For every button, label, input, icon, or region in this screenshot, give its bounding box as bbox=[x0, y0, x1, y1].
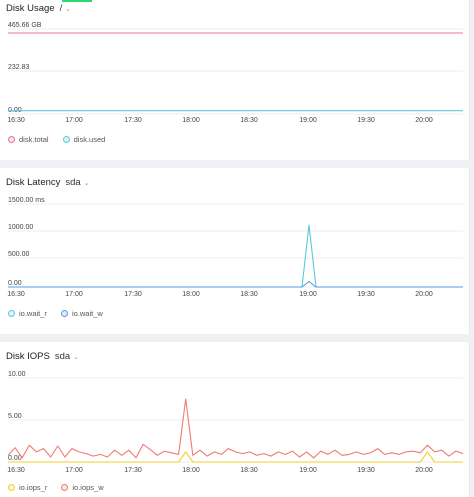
legend-label: io.wait_w bbox=[71, 309, 103, 318]
disk-iops-chart: 10.00 5.00 0.00 16:30 17:00 17:30 18:00 18:30 19… bbox=[7, 371, 464, 472]
disk-iops-panel: Disk IOPS sda ⌄ 10.00 5.00 0.00 16:30 17:00 17:… bbox=[0, 342, 470, 497]
y-tick-label: 1000.00 bbox=[8, 224, 33, 231]
legend-item[interactable]: io.wait_w bbox=[60, 309, 103, 318]
disk-latency-chart: 1500.00 ms 1000.00 500.00 0.00 16:30 17:00 17:… bbox=[7, 197, 463, 298]
legend-label: io.wait_r bbox=[19, 309, 47, 318]
y-tick-label: 10.00 bbox=[8, 371, 26, 378]
x-tick-label: 17:30 bbox=[124, 117, 142, 124]
panel-title: Disk Usage / ⌄ bbox=[6, 3, 71, 14]
chevron-down-icon[interactable]: ⌄ bbox=[83, 180, 90, 187]
y-tick-label: 500.00 bbox=[8, 251, 30, 258]
x-tick-label: 19:30 bbox=[357, 291, 375, 298]
series-line-io-iops_r bbox=[8, 451, 463, 463]
device-selector[interactable]: sda bbox=[65, 177, 81, 188]
legend-label: disk.used bbox=[73, 135, 106, 144]
mount-selector[interactable]: / bbox=[59, 3, 63, 14]
x-tick-label: 19:00 bbox=[299, 291, 317, 298]
x-tick-label: 18:00 bbox=[182, 467, 200, 472]
x-tick-label: 20:00 bbox=[415, 467, 433, 472]
panel-title-text: Disk Usage bbox=[6, 3, 55, 14]
legend-item[interactable]: io.iops_r bbox=[8, 483, 47, 492]
x-tick-label: 18:00 bbox=[182, 117, 200, 124]
x-tick-label: 16:30 bbox=[7, 467, 25, 472]
legend: disk.total disk.used bbox=[8, 135, 105, 144]
x-tick-label: 18:30 bbox=[240, 117, 258, 124]
legend-item[interactable]: io.iops_w bbox=[61, 483, 104, 492]
chevron-down-icon[interactable]: ⌄ bbox=[65, 6, 72, 13]
x-tick-label: 19:30 bbox=[357, 467, 375, 472]
legend-item[interactable]: io.wait_r bbox=[8, 309, 47, 318]
legend-item[interactable]: disk.total bbox=[8, 135, 49, 144]
legend-label: io.iops_r bbox=[19, 483, 48, 492]
y-tick-label: 1500.00 ms bbox=[8, 197, 45, 204]
legend: io.wait_r io.wait_w bbox=[8, 309, 103, 318]
legend-swatch bbox=[60, 310, 68, 317]
x-tick-label: 19:30 bbox=[357, 117, 375, 124]
y-tick-label: 232.83 bbox=[8, 64, 30, 71]
chevron-down-icon[interactable]: ⌄ bbox=[73, 354, 80, 361]
x-tick-label: 17:30 bbox=[124, 467, 142, 472]
x-tick-label: 17:30 bbox=[124, 291, 142, 298]
x-tick-label: 17:00 bbox=[65, 117, 83, 124]
x-tick-label: 19:00 bbox=[299, 467, 317, 472]
legend: io.iops_r io.iops_w bbox=[8, 483, 104, 492]
x-tick-label: 19:00 bbox=[299, 117, 317, 124]
panel-title-text: Disk Latency bbox=[6, 177, 61, 188]
legend-label: disk.total bbox=[19, 135, 49, 144]
series-line-io-wait_r bbox=[8, 224, 463, 288]
panel-title: Disk IOPS sda ⌄ bbox=[6, 351, 79, 362]
y-tick-label: 5.00 bbox=[8, 413, 22, 420]
legend-swatch bbox=[8, 136, 15, 143]
x-tick-label: 16:30 bbox=[7, 291, 25, 298]
series-line-io-iops_w bbox=[7, 398, 464, 459]
x-tick-label: 18:00 bbox=[182, 291, 200, 298]
x-tick-label: 16:30 bbox=[7, 117, 25, 124]
x-tick-label: 18:30 bbox=[240, 291, 258, 298]
y-tick-label: 465.66 GB bbox=[8, 22, 42, 29]
x-tick-label: 17:00 bbox=[65, 467, 83, 472]
legend-swatch bbox=[61, 484, 69, 491]
legend-item[interactable]: disk.used bbox=[62, 135, 106, 144]
active-accent-bar bbox=[62, 0, 92, 2]
x-tick-label: 18:30 bbox=[240, 467, 258, 472]
y-tick-label: 0.00 bbox=[8, 280, 22, 287]
x-tick-label: 17:00 bbox=[65, 291, 83, 298]
series-line-io-wait_w bbox=[8, 280, 463, 288]
legend-swatch bbox=[8, 310, 15, 317]
panel-title: Disk Latency sda ⌄ bbox=[6, 177, 90, 188]
x-tick-label: 20:00 bbox=[415, 117, 433, 124]
y-tick-label: 0.00 bbox=[8, 455, 22, 462]
panel-title-text: Disk IOPS bbox=[6, 351, 50, 362]
device-selector[interactable]: sda bbox=[54, 351, 71, 362]
x-tick-label: 20:00 bbox=[415, 291, 433, 298]
disk-latency-panel: Disk Latency sda ⌄ 1500.00 ms 1000.00 500.00… bbox=[0, 168, 470, 334]
legend-label: io.iops_w bbox=[72, 483, 104, 492]
disk-usage-panel: Disk Usage / ⌄ 465.66 GB 232.83 0.00 16:30 17:… bbox=[0, 0, 470, 160]
legend-swatch bbox=[8, 484, 15, 491]
legend-swatch bbox=[62, 136, 70, 143]
